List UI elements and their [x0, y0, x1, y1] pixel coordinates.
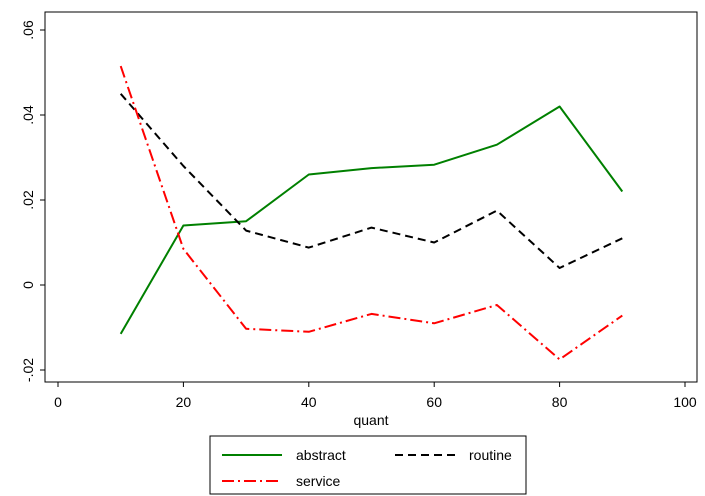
series-layer [119, 65, 624, 361]
legend-box [209, 435, 527, 495]
y-axis: -.02 0 .02 .04 .06 [20, 20, 45, 382]
legend-label-routine: routine [469, 447, 512, 463]
x-tick-label: 20 [176, 394, 192, 410]
plot-frame [44, 11, 698, 383]
y-tick-label: .02 [20, 190, 36, 210]
x-tick-label: 0 [54, 394, 62, 410]
series-line-abstract [119, 105, 624, 335]
x-axis-title: quant [353, 412, 388, 428]
legend-label-abstract: abstract [296, 447, 346, 463]
x-axis: 0 20 40 60 80 100 [54, 382, 697, 410]
series-line-service [119, 65, 623, 361]
y-tick-label: .06 [20, 20, 36, 40]
legend: abstract routine service [209, 435, 527, 495]
x-tick-label: 40 [301, 394, 317, 410]
x-tick-label: 80 [552, 394, 568, 410]
x-tick-label: 100 [673, 394, 697, 410]
y-tick-label: -.02 [20, 358, 36, 382]
y-tick-label: .04 [20, 105, 36, 125]
legend-label-service: service [296, 473, 341, 489]
y-tick-label: 0 [20, 281, 36, 289]
series-line-routine [119, 93, 623, 269]
x-tick-label: 60 [426, 394, 442, 410]
